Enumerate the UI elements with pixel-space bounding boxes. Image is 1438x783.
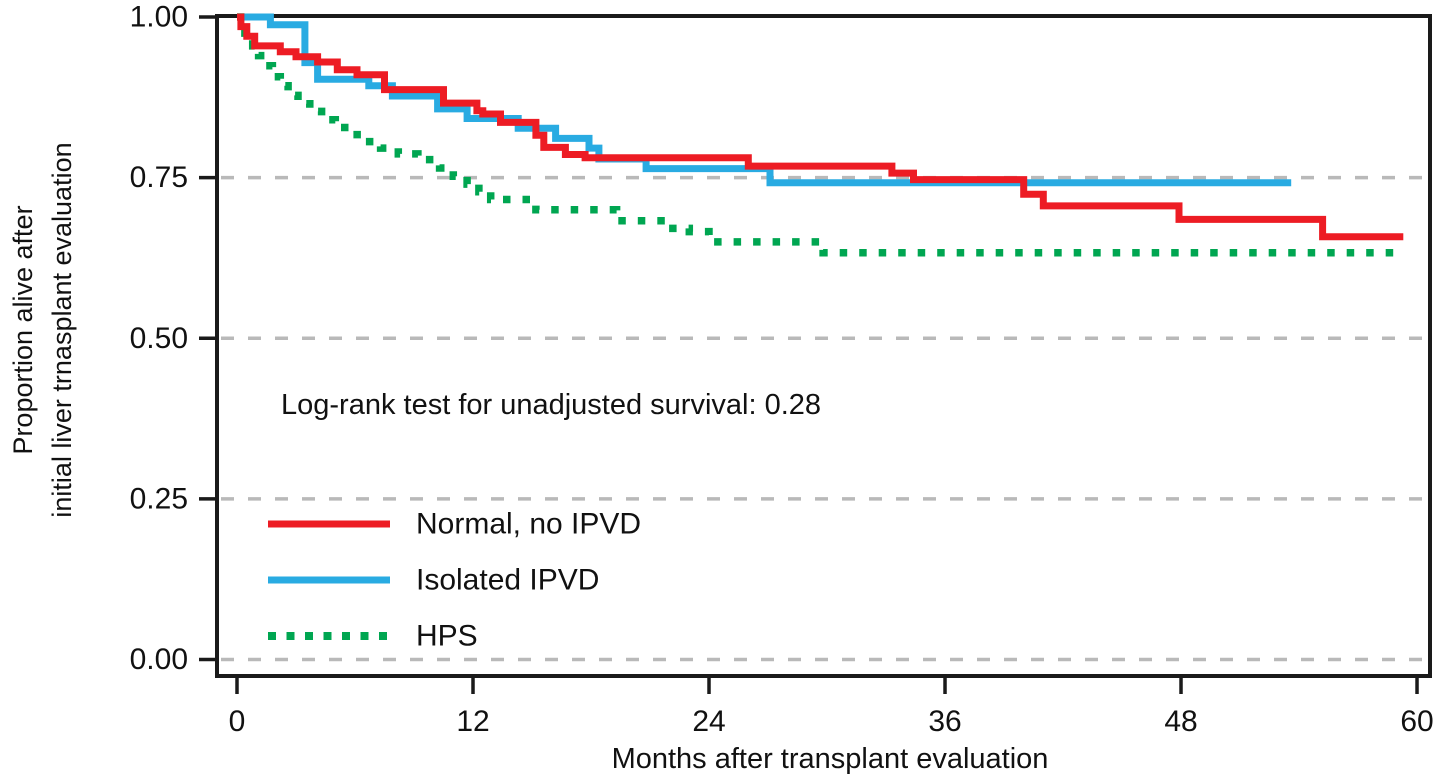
x-tick-label-0: 0 — [229, 705, 246, 738]
legend-item-normal-no-ipvd: Normal, no IPVD — [268, 508, 641, 541]
y-axis-ticks: 1.00 0.75 0.50 0.25 0.00 — [130, 1, 217, 676]
x-tick-label-12: 12 — [456, 705, 489, 738]
y-tick-label-1.00: 1.00 — [130, 1, 188, 34]
y-tick-label-0.25: 0.25 — [130, 482, 188, 515]
logrank-annotation: Log-rank test for unadjusted survival: 0… — [281, 389, 821, 421]
legend-label: Isolated IPVD — [416, 564, 599, 597]
legend-item-isolated-ipvd: Isolated IPVD — [268, 564, 599, 597]
y-axis-title-line1: Proportion alive after — [8, 205, 38, 454]
curve-hps — [237, 13, 1402, 257]
x-tick-label-36: 36 — [928, 705, 961, 738]
y-tick-label-0.00: 0.00 — [130, 643, 188, 676]
x-tick-label-24: 24 — [692, 705, 725, 738]
x-tick-label-48: 48 — [1164, 705, 1197, 738]
gridlines — [221, 175, 1428, 662]
x-axis-ticks: 0 12 24 36 48 60 — [229, 677, 1434, 738]
legend-label: Normal, no IPVD — [416, 508, 641, 541]
plot-frame — [215, 14, 1432, 678]
x-axis-title: Months after transplant evaluation — [612, 743, 1049, 775]
y-tick-label-0.75: 0.75 — [130, 161, 188, 194]
curve-normal-no-ipvd — [237, 13, 1404, 241]
legend-label: HPS — [416, 620, 478, 653]
y-tick-label-0.50: 0.50 — [130, 322, 188, 355]
survival-curves — [237, 13, 1404, 257]
legend: Normal, no IPVD Isolated IPVD HPS — [268, 508, 641, 653]
y-axis-title-line2: initial liver trnasplant evaluation — [47, 142, 77, 517]
legend-item-hps: HPS — [268, 620, 478, 653]
x-tick-label-60: 60 — [1400, 705, 1433, 738]
curve-isolated-ipvd — [237, 13, 1292, 187]
